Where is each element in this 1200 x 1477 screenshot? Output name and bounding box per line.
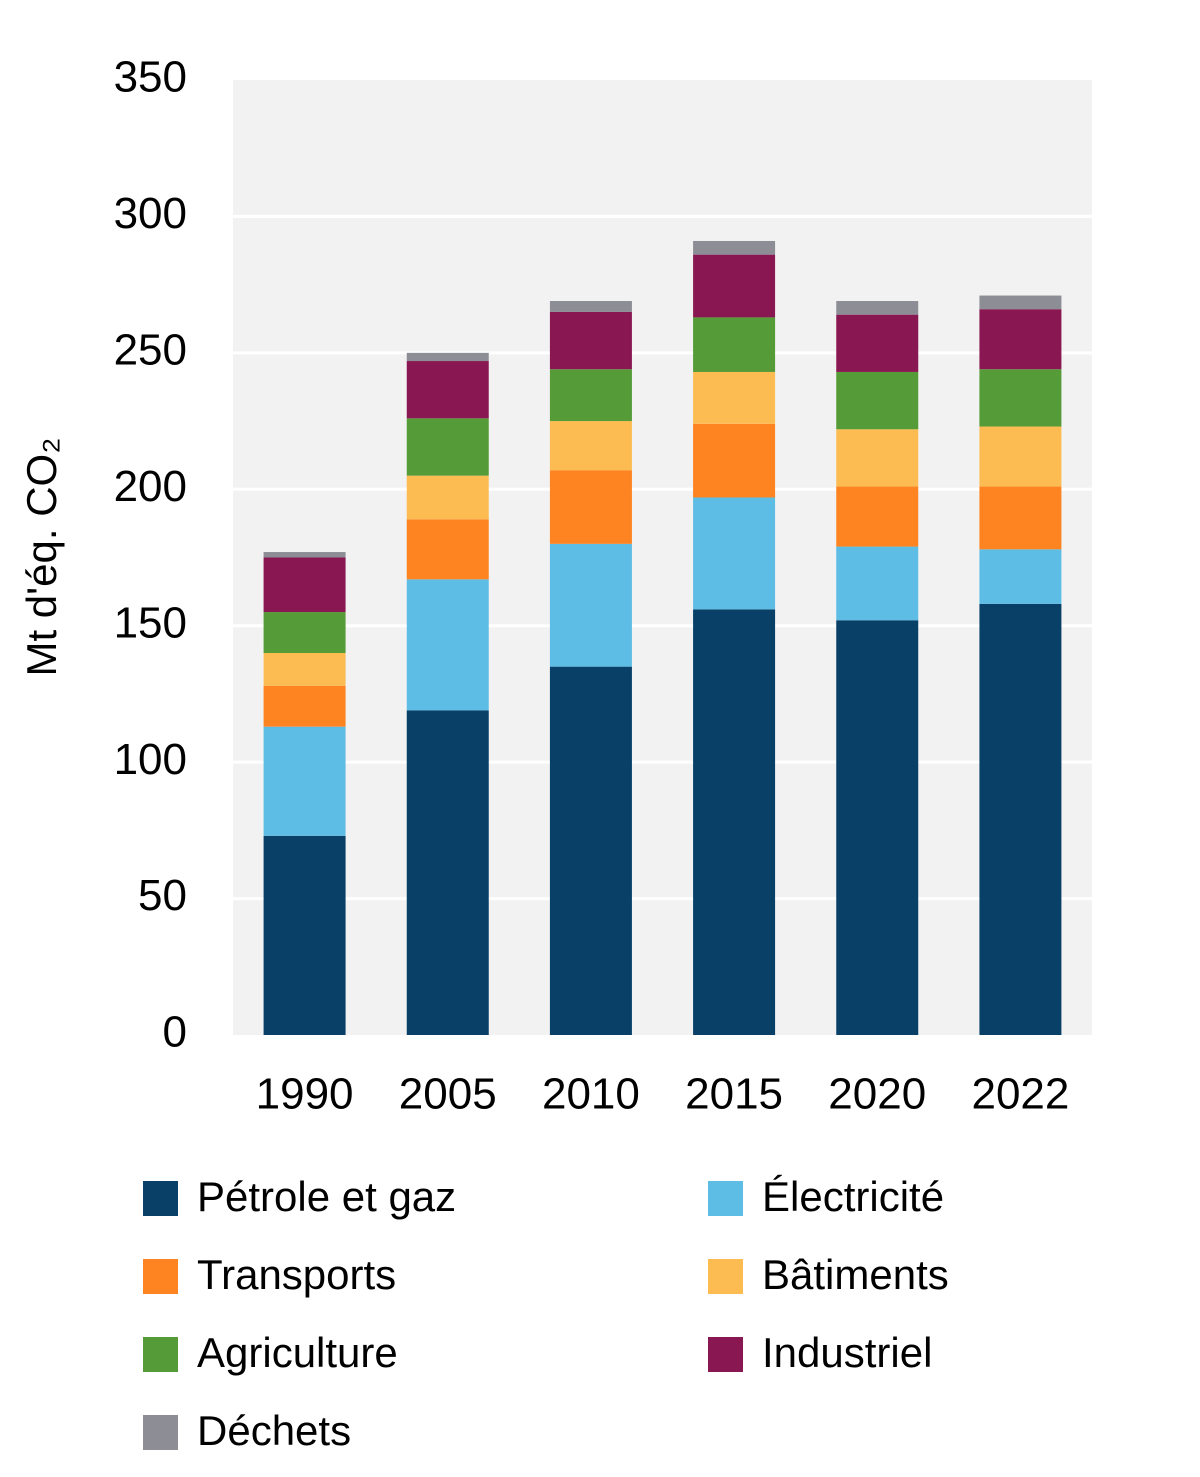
legend-label: Industriel [762,1329,932,1376]
x-tick-label: 2022 [971,1070,1069,1119]
bar-segment [836,429,919,487]
bar-segment [979,549,1062,604]
legend-label: Bâtiments [762,1251,949,1298]
bar-segment [693,317,776,372]
bar-segment [263,726,346,836]
x-tick-label: 2010 [542,1070,640,1119]
bar-segment [836,486,919,547]
y-tick-label: 50 [138,871,187,920]
y-tick-label: 300 [114,189,187,238]
legend-swatch [708,1337,743,1372]
legend-label: Transports [197,1251,396,1298]
bar-segment [979,426,1062,487]
bar-segment [263,612,346,653]
bar-segment [979,369,1062,427]
bar-segment [406,579,489,711]
bar-segment [406,418,489,476]
bar-segment [549,301,632,312]
bar-segment [406,475,489,520]
bar-segment [263,557,346,613]
bar-segment [406,352,489,362]
legend-swatch [143,1181,178,1216]
bar-segment [979,295,1062,310]
legend-swatch [143,1415,178,1450]
bar-segment [549,421,632,471]
bar-segment [693,423,776,498]
bar-segment [836,314,919,372]
y-tick-label: 150 [114,598,187,647]
bar-segment [693,371,776,424]
bar-segment [693,240,776,255]
x-tick-label: 2015 [685,1070,783,1119]
bar-segment [406,361,489,419]
y-tick-label: 100 [114,735,187,784]
legend-swatch [708,1259,743,1294]
bar-segment [549,470,632,544]
bar-segment [979,486,1062,550]
bar-segment [263,685,346,727]
bar-segment [549,311,632,370]
plot-area [233,80,1092,1035]
bar-segment [549,666,632,1035]
bar-segment [979,309,1062,370]
y-tick-label: 250 [114,325,187,374]
x-tick-label: 2020 [828,1070,926,1119]
y-tick-label: 0 [163,1008,187,1057]
bar-segment [406,519,489,580]
x-tick-label: 1990 [256,1070,354,1119]
bar-segment [693,497,776,610]
bar-segment [549,369,632,422]
bar-segment [263,835,346,1035]
y-tick-label: 350 [114,53,187,102]
legend-swatch [143,1259,178,1294]
bar-segment [836,371,919,430]
y-tick-label: 200 [114,462,187,511]
legend-swatch [708,1181,743,1216]
legend-label: Agriculture [197,1329,398,1376]
bar-segment [263,552,346,558]
bar-segment [979,603,1062,1035]
legend-label: Déchets [197,1407,351,1454]
bar-segment [406,710,489,1035]
legend-label: Pétrole et gaz [197,1173,456,1220]
bar-segment [693,254,776,318]
legend-label: Électricité [762,1173,944,1220]
bar-segment [549,543,632,667]
bar-segment [836,620,919,1035]
legend-swatch [143,1337,178,1372]
x-tick-label: 2005 [399,1070,497,1119]
y-axis-label: Mt d'éq. CO₂ [18,437,65,676]
bar-segment [836,301,919,315]
bar-segment [263,653,346,686]
bar-segment [836,546,919,621]
bar-segment [693,609,776,1035]
